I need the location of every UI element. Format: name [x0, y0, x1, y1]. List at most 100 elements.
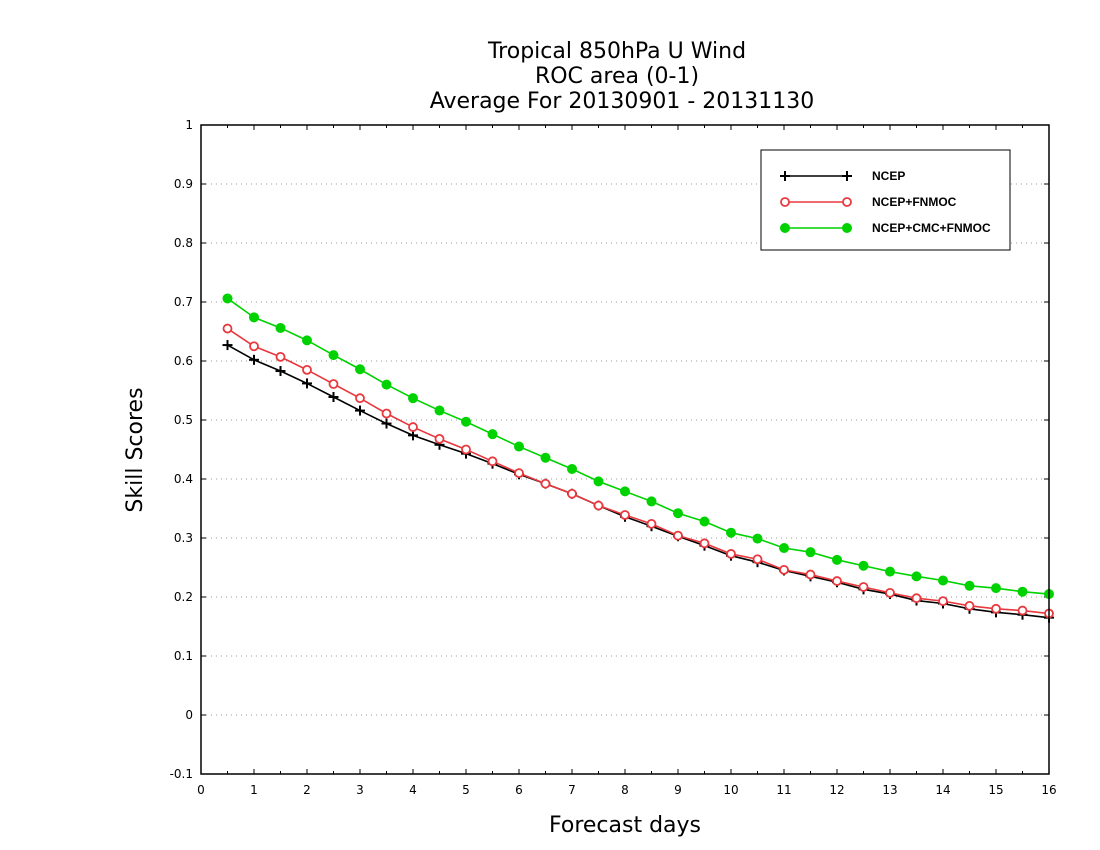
x-tick-label: 7 [568, 783, 576, 797]
x-tick-label: 2 [303, 783, 311, 797]
data-point [275, 351, 286, 362]
data-point [328, 379, 339, 389]
data-point [752, 554, 763, 565]
x-tick-label: 1 [250, 783, 258, 797]
data-point [991, 603, 1001, 614]
data-point [1017, 605, 1028, 616]
data-point [222, 323, 233, 334]
data-point [699, 538, 710, 549]
x-tick-label: 10 [723, 783, 738, 797]
data-point [328, 350, 339, 361]
data-point [487, 429, 498, 440]
data-point [355, 393, 365, 404]
legend: NCEP NCEP+FNMOC NCEP+CMC+FNMOC [760, 149, 1011, 251]
legend-marker [780, 223, 790, 233]
series-line [227, 344, 1050, 619]
data-point [991, 583, 1001, 594]
data-point [805, 547, 816, 558]
y-tick-label: 0.8 [174, 236, 193, 250]
x-tick-label: 15 [988, 783, 1003, 797]
data-point [832, 554, 842, 565]
y-axis-ticks: -0.1 0 0.1 0.2 0.3 0.4 0.5 0.6 0.7 0.8 0.9 1 [170, 118, 1049, 781]
data-point [673, 508, 683, 519]
data-point [699, 516, 710, 527]
x-tick-label: 11 [776, 783, 791, 797]
data-point [381, 418, 392, 429]
data-point [249, 341, 259, 352]
legend-marker [780, 171, 790, 181]
x-tick-label: 12 [829, 783, 844, 797]
y-tick-label: 0.4 [174, 472, 193, 486]
legend-entry: NCEP+FNMOC [780, 195, 957, 209]
data-point [779, 543, 789, 554]
data-point [381, 408, 392, 419]
data-point [646, 518, 657, 529]
x-tick-label: 3 [356, 783, 364, 797]
legend-marker [842, 223, 852, 233]
chart-title: Tropical 850hPa U Wind ROC area (0-1) Av… [430, 39, 815, 114]
x-tick-label: 14 [935, 783, 950, 797]
data-point [222, 340, 233, 351]
data-point [885, 566, 895, 577]
x-tick-label: 16 [1041, 783, 1056, 797]
data-point [1017, 586, 1028, 597]
data-point [964, 580, 975, 591]
data-point [858, 560, 869, 571]
x-tick-label: 9 [674, 783, 682, 797]
data-point [249, 354, 259, 365]
data-point [673, 530, 683, 541]
data-point [911, 593, 922, 604]
data-point [593, 500, 604, 511]
grid [201, 183, 1049, 716]
y-tick-label: -0.1 [170, 767, 193, 781]
data-point [858, 582, 869, 592]
legend-box [760, 149, 1011, 251]
data-point [381, 379, 392, 390]
plot-frame [200, 124, 1050, 775]
data-point [222, 293, 233, 304]
data-point [620, 510, 630, 520]
data-point [328, 391, 339, 402]
data-point [408, 393, 418, 404]
data-point [938, 575, 948, 586]
data-point [593, 476, 604, 487]
y-tick-label: 0.3 [174, 531, 193, 545]
y-tick-label: 0.2 [174, 590, 193, 604]
data-point [461, 416, 471, 427]
legend-label: NCEP [872, 169, 905, 183]
data-point [408, 422, 418, 432]
y-tick-label: 0.9 [174, 177, 193, 191]
data-point [832, 576, 842, 586]
series-line [227, 327, 1050, 615]
data-point [302, 364, 312, 375]
data-point [938, 596, 948, 607]
chart-title-line-1: Tropical 850hPa U Wind [487, 39, 746, 64]
chart-title-line-2: ROC area (0-1) [535, 64, 699, 89]
x-tick-label: 13 [882, 783, 897, 797]
y-tick-label: 0.6 [174, 354, 193, 368]
data-point [752, 533, 763, 544]
series-0 [222, 340, 1054, 623]
y-axis-label: Skill Scores [123, 387, 148, 512]
data-point [275, 322, 286, 333]
y-tick-label: 0.7 [174, 295, 193, 309]
data-point [885, 587, 895, 598]
data-point [726, 527, 736, 538]
series-2 [222, 293, 1054, 600]
data-point [514, 468, 524, 479]
y-tick-label: 0.5 [174, 413, 193, 427]
x-axis-label: Forecast days [549, 813, 701, 838]
y-tick-label: 0 [185, 708, 193, 722]
data-point [726, 549, 736, 559]
y-tick-label: 1 [185, 118, 193, 132]
legend-label: NCEP+FNMOC [872, 195, 957, 209]
y-tick-label: 0.1 [174, 649, 193, 663]
data-point [461, 444, 471, 455]
data-point [567, 488, 577, 499]
series-1 [222, 323, 1054, 619]
data-point [355, 364, 365, 375]
x-tick-label: 8 [621, 783, 629, 797]
data-point [646, 496, 657, 507]
legend-entry: NCEP+CMC+FNMOC [780, 221, 991, 235]
